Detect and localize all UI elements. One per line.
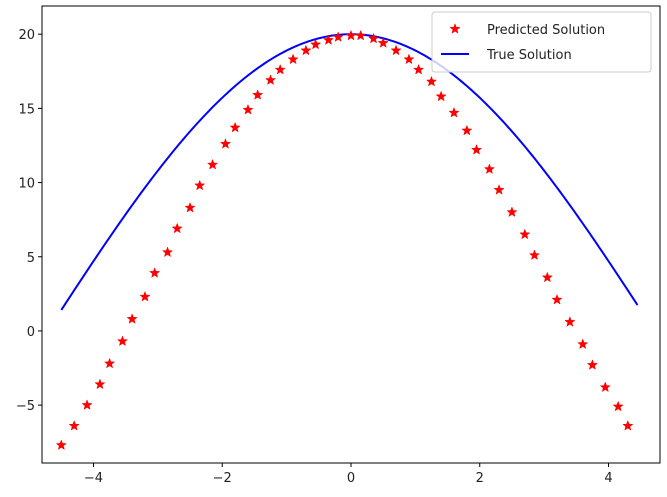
- predicted-point: [345, 29, 357, 41]
- predicted-point: [139, 290, 151, 302]
- x-tick-label: −2: [213, 471, 232, 486]
- predicted-point: [171, 222, 183, 234]
- predicted-point: [55, 439, 67, 450]
- predicted-point: [412, 63, 425, 75]
- predicted-point: [493, 184, 505, 195]
- predicted-point: [149, 267, 161, 278]
- predicted-point: [541, 271, 553, 283]
- y-tick-label: 20: [18, 28, 35, 43]
- legend-predicted-marker: [449, 23, 461, 34]
- predicted-point: [219, 138, 232, 149]
- legend-star-icon: [449, 23, 461, 34]
- predicted-point: [519, 228, 531, 240]
- x-tick-label: 0: [347, 471, 355, 486]
- predicted-point: [577, 338, 589, 350]
- predicted-point: [403, 53, 415, 65]
- predicted-point: [309, 38, 322, 50]
- predicted-point: [184, 201, 196, 213]
- x-tick-label: −4: [84, 471, 103, 486]
- y-tick-label: −5: [16, 399, 35, 414]
- predicted-point: [161, 246, 174, 258]
- predicted-solution-series: [55, 29, 634, 450]
- predicted-point: [448, 106, 460, 118]
- predicted-point: [103, 357, 116, 369]
- predicted-point: [300, 44, 312, 56]
- predicted-point: [551, 293, 563, 305]
- x-tick-label: 2: [476, 471, 484, 486]
- predicted-point: [81, 399, 93, 410]
- predicted-point: [506, 206, 518, 218]
- predicted-point: [470, 144, 483, 155]
- predicted-point: [242, 103, 254, 115]
- y-tick-label: 0: [27, 325, 35, 340]
- legend-true-label: True Solution: [486, 48, 572, 63]
- predicted-point: [528, 249, 541, 261]
- predicted-point: [586, 359, 599, 370]
- legend-predicted-label: Predicted Solution: [487, 23, 605, 38]
- predicted-point: [483, 163, 496, 174]
- y-axis: −5 0 5 10 15 20: [16, 28, 42, 414]
- predicted-point: [116, 335, 129, 347]
- predicted-point: [425, 75, 438, 87]
- predicted-point: [367, 32, 380, 44]
- predicted-point: [564, 316, 576, 327]
- predicted-point: [274, 63, 286, 75]
- predicted-point: [461, 124, 473, 136]
- x-axis: −4 −2 0 2 4: [84, 463, 613, 486]
- y-tick-label: 15: [18, 102, 35, 117]
- predicted-point: [377, 37, 389, 48]
- predicted-point: [599, 381, 611, 393]
- predicted-point: [264, 74, 277, 85]
- axes-background: [42, 6, 660, 463]
- predicted-point: [287, 53, 299, 65]
- predicted-point: [390, 44, 402, 56]
- predicted-point: [206, 158, 219, 170]
- legend: Predicted Solution True Solution: [431, 11, 652, 73]
- predicted-point: [332, 31, 344, 42]
- predicted-point: [252, 89, 264, 100]
- predicted-point: [194, 179, 206, 191]
- predicted-point: [435, 90, 447, 102]
- predicted-point: [622, 419, 634, 431]
- predicted-point: [229, 121, 241, 133]
- plot-area: [41, 5, 661, 464]
- x-tick-label: 4: [604, 471, 612, 486]
- predicted-point: [68, 419, 80, 431]
- legend-box: [431, 11, 652, 73]
- predicted-point: [612, 400, 624, 412]
- y-tick-label: 10: [18, 177, 35, 192]
- predicted-point: [322, 34, 335, 45]
- y-tick-label: 5: [27, 251, 35, 266]
- predicted-point: [126, 313, 138, 324]
- predicted-point: [355, 29, 367, 41]
- predicted-point: [94, 378, 106, 390]
